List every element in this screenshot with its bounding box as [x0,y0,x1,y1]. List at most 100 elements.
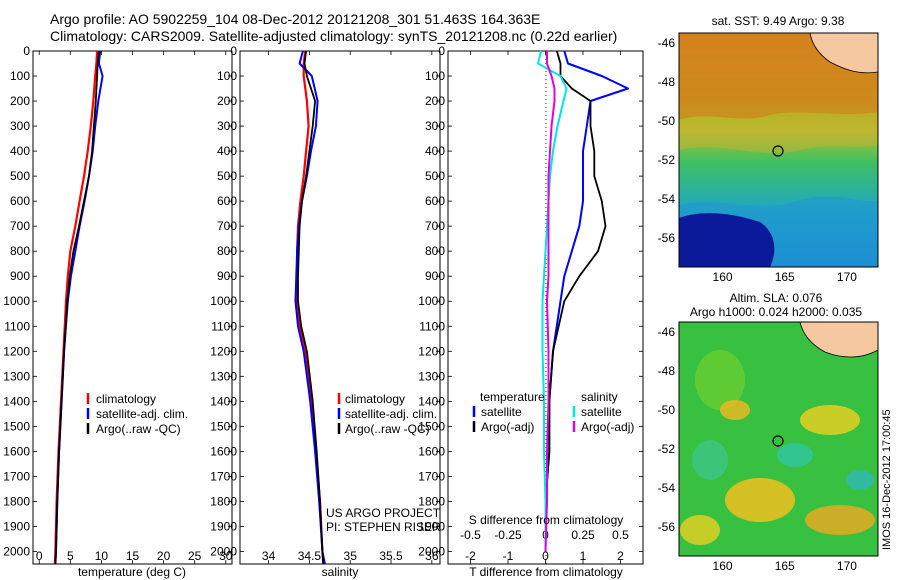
salinity-legend: climatology satellite-adj. clim. Argo(..… [326,392,441,534]
depth-tick-label: 700 [217,219,237,233]
depth-tick-label: 1000 [210,294,237,308]
legend-climatology: climatology [96,392,156,406]
salinity-tick-label: 34.5 [298,549,322,563]
argo-location-marker [772,435,784,447]
depth-tick-label: 1400 [418,394,445,408]
depth-tick-label: 1100 [211,319,237,333]
legend-satellite: satellite-adj. clim. [96,407,188,421]
profile-line-argo-raw-qc- [54,50,100,565]
t-difference-tick-label: -1 [503,549,514,563]
salinity-panel-frame [239,50,441,565]
difference-legend: temperature salinity satellite Argo(-adj… [472,390,634,434]
depth-tick-label: 500 [217,169,237,183]
t-difference-tick-label: 2 [617,549,624,563]
map-y-tick-label: -52 [658,153,676,167]
s-difference-tick-label: -0.25 [494,528,522,542]
depth-tick-label: 1300 [418,369,445,383]
depth-tick-label: 1600 [418,444,445,458]
map-x-tick-label: 165 [775,559,795,573]
depth-tick-label: 700 [425,219,445,233]
map-x-tick-label: 165 [775,270,795,284]
profile-line-salinity-argo-adj- [544,51,556,552]
profile-line-satellite-adj-clim- [294,50,326,565]
map-y-tick-label: -50 [658,403,676,417]
map-y-tick-label: -50 [658,114,676,128]
legend-s-argo: Argo(-adj) [581,420,634,434]
profile-line-argo-raw-qc- [297,50,325,565]
map-y-tick-label: -52 [658,442,676,456]
depth-tick-label: 500 [425,169,445,183]
legend-argo: Argo(..raw -QC) [345,422,430,436]
depth-tick-label: 1800 [418,494,445,508]
depth-tick-label: 1100 [4,319,30,333]
depth-tick-label: 1500 [210,419,237,433]
depth-tick-label: 200 [217,94,237,108]
depth-tick-label: 1300 [3,369,30,383]
depth-tick-label: 0 [438,44,445,58]
depth-tick-label: 2000 [418,544,445,558]
depth-tick-label: 1800 [3,494,30,508]
depth-tick-label: 1000 [418,294,445,308]
depth-tick-label: 1000 [3,294,30,308]
legend-t-satellite: satellite [481,405,522,419]
depth-tick-label: 600 [217,194,237,208]
depth-tick-label: 100 [10,69,30,83]
temperature-tick-label: 0 [36,549,43,563]
salinity-tick-label: 36 [425,549,439,563]
t-difference-tick-label: 1 [580,549,587,563]
s-difference-xlabel: S difference from climatology [469,513,624,527]
s-difference-tick-label: 0.25 [571,528,595,542]
depth-tick-label: 1700 [210,469,237,483]
depth-tick-label: 1600 [3,444,30,458]
depth-tick-label: 1700 [418,469,445,483]
depth-tick-label: 300 [217,119,237,133]
depth-tick-label: 2000 [3,544,30,558]
sla-map: Altim. SLA: 0.076 Argo h1000: 0.024 h200… [678,291,879,557]
map-x-tick-label: 170 [837,559,857,573]
sst-map-title: sat. SST: 9.49 Argo: 9.38 [712,14,845,28]
legend-header-temperature: temperature [480,390,545,404]
temperature-tick-label: 30 [219,549,233,563]
title-line-2: Climatology: CARS2009. Satellite-adjuste… [50,28,618,44]
t-difference-tick-label: 0 [542,549,549,563]
depth-tick-label: 1600 [210,444,237,458]
depth-tick-label: 800 [425,244,445,258]
salinity-tick-label: 35.5 [379,549,403,563]
depth-tick-label: 100 [217,69,237,83]
salinity-xlabel: salinity [322,565,359,579]
depth-tick-label: 500 [10,169,30,183]
profile-line-temperature-argo-adj- [544,50,607,552]
depth-tick-label: 600 [10,194,30,208]
t-difference-tick-label: -2 [465,549,476,563]
map-y-tick-label: -48 [658,75,676,89]
depth-tick-label: 200 [425,94,445,108]
temperature-tick-label: 5 [67,549,74,563]
temperature-legend: climatology satellite-adj. clim. Argo(..… [86,392,188,436]
depth-tick-label: 200 [10,94,30,108]
depth-tick-label: 0 [230,44,237,58]
depth-tick-label: 400 [217,144,237,158]
depth-tick-label: 0 [23,44,30,58]
temperature-panel-frame [32,50,233,565]
legend-satellite: satellite-adj. clim. [345,407,437,421]
temperature-xlabel: temperature (deg C) [78,565,186,579]
profile-line-satellite-adj-clim- [54,50,104,565]
map-y-tick-label: -46 [658,325,676,339]
depth-tick-label: 1500 [3,419,30,433]
map-y-tick-label: -54 [658,192,676,206]
title-line-1: Argo profile: AO 5902259_104 08-Dec-2012… [50,11,541,27]
sla-map-title-1: Altim. SLA: 0.076 [730,291,823,305]
project-annotation: US ARGO PROJECT [326,506,441,520]
map-y-tick-label: -56 [658,231,676,245]
sla-map-title-2: Argo h1000: 0.024 h2000: 0.035 [690,305,862,319]
depth-tick-label: 1900 [3,519,30,533]
depth-tick-label: 600 [425,194,445,208]
salinity-tick-label: 35 [344,549,358,563]
imos-stamp: IMOS 16-Dec-2012 17:00:45 [881,409,893,550]
legend-header-salinity: salinity [581,390,618,404]
temperature-tick-label: 20 [157,549,171,563]
sst-map: sat. SST: 9.49 Argo: 9.38 [678,14,879,268]
depth-tick-label: 300 [10,119,30,133]
map-x-tick-label: 170 [837,270,857,284]
